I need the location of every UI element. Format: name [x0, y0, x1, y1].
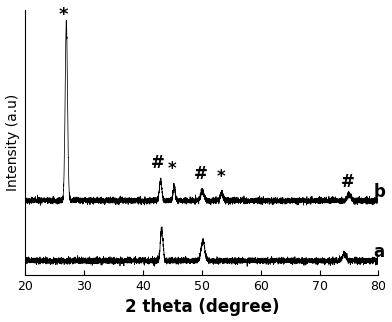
Y-axis label: Intensity (a.u): Intensity (a.u)	[5, 94, 20, 191]
Text: *: *	[168, 160, 177, 178]
Text: *: *	[59, 6, 68, 24]
Text: #: #	[194, 166, 207, 184]
Text: b: b	[374, 183, 386, 201]
Text: a: a	[374, 243, 385, 261]
Text: #: #	[341, 173, 355, 191]
Text: #: #	[151, 154, 165, 172]
X-axis label: 2 theta (degree): 2 theta (degree)	[125, 298, 279, 317]
Text: *: *	[216, 168, 225, 186]
